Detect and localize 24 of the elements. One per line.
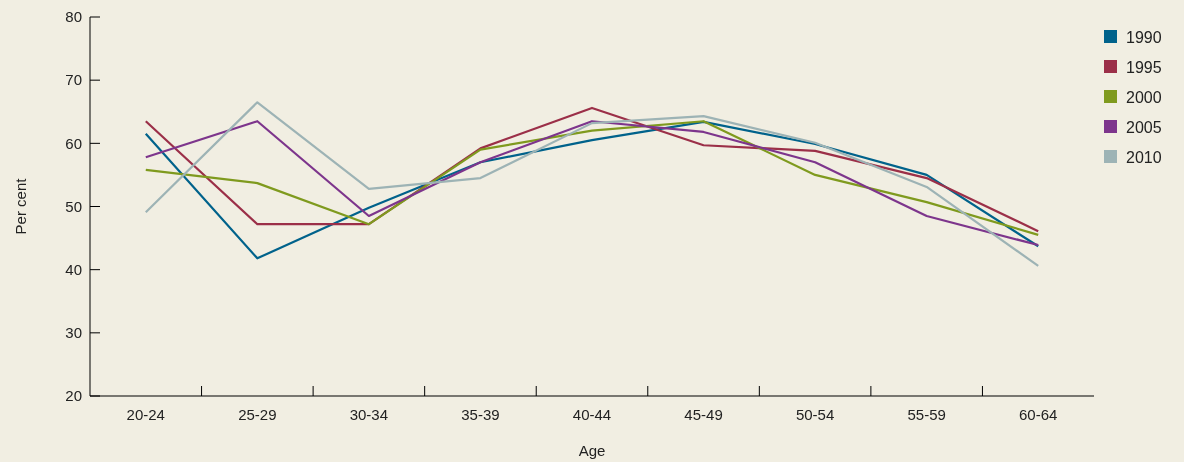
x-tick-label: 25-29 bbox=[238, 406, 277, 423]
x-tick-label: 35-39 bbox=[461, 406, 500, 423]
y-tick-label: 50 bbox=[65, 197, 82, 215]
x-tick-label: 60-64 bbox=[1019, 406, 1058, 423]
legend-label: 2005 bbox=[1126, 118, 1162, 136]
x-tick-label: 45-49 bbox=[684, 406, 723, 423]
x-tick-label: 20-24 bbox=[126, 406, 165, 423]
y-tick-label: 80 bbox=[65, 8, 82, 26]
x-tick-label: 40-44 bbox=[572, 406, 612, 423]
y-tick-label: 20 bbox=[65, 387, 82, 405]
legend-label: 1990 bbox=[1126, 28, 1162, 46]
x-tick-label: 55-59 bbox=[907, 406, 946, 423]
x-axis-title: Age bbox=[578, 442, 606, 459]
y-tick-label: 60 bbox=[65, 134, 82, 152]
y-axis-title: Per cent bbox=[12, 177, 29, 235]
line-series bbox=[144, 101, 1040, 267]
legend-label: 2000 bbox=[1126, 88, 1162, 106]
x-tick-label: 30-34 bbox=[349, 406, 389, 423]
legend-label: 1995 bbox=[1126, 58, 1162, 76]
x-tick-label: 50-54 bbox=[795, 406, 835, 423]
y-tick-label: 70 bbox=[65, 71, 82, 89]
y-tick-label: 30 bbox=[65, 324, 82, 342]
legend-label: 2010 bbox=[1126, 148, 1162, 166]
y-tick-label: 40 bbox=[65, 260, 82, 278]
